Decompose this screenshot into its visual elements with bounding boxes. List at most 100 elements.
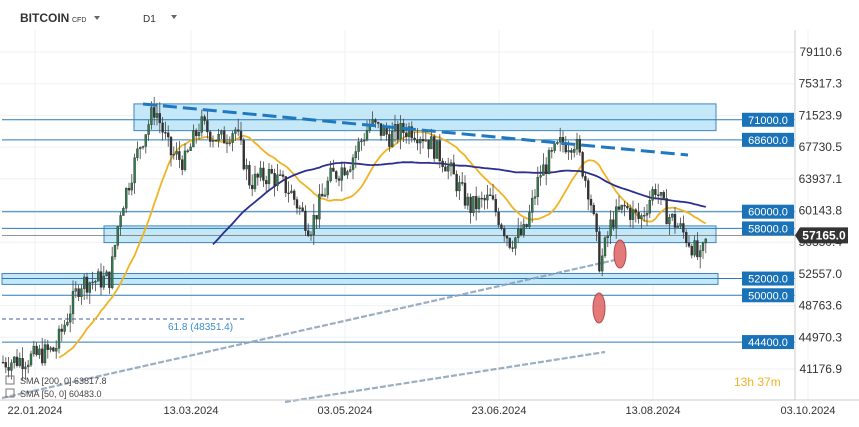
candle-body	[452, 162, 455, 175]
price-zone[interactable]	[103, 225, 717, 244]
candle-body	[231, 133, 234, 143]
candle-body	[505, 235, 509, 239]
retest-marker[interactable]	[613, 239, 627, 269]
candle-body	[203, 116, 206, 121]
trend-channel	[1, 258, 616, 404]
downtrend-line	[142, 102, 689, 157]
candle-body	[349, 169, 352, 172]
candle-body	[575, 138, 579, 150]
symbol-name[interactable]: BITCOIN	[20, 11, 69, 25]
candle-body	[18, 358, 21, 366]
sma200-line[interactable]	[212, 161, 706, 246]
candle-body	[180, 159, 184, 170]
level-label-bg	[742, 271, 794, 286]
candle-body	[55, 348, 58, 352]
candle-body	[693, 240, 696, 256]
candle-body	[570, 150, 573, 153]
candle-body	[346, 171, 349, 176]
candle-body	[211, 140, 215, 142]
level-label-bg	[742, 112, 794, 127]
candle-body	[682, 223, 685, 233]
candle-body	[419, 139, 422, 144]
candle-body	[461, 182, 464, 184]
candle-body	[43, 344, 47, 364]
candle-body	[113, 245, 117, 257]
candle-body	[662, 192, 665, 199]
candle-body	[374, 119, 377, 123]
candle-body	[41, 348, 44, 364]
candle-body	[304, 210, 307, 231]
level-label: 71000.0	[748, 115, 788, 127]
candle-body	[287, 192, 290, 195]
candle-body	[357, 141, 360, 152]
candle-body	[567, 150, 570, 153]
timeframe-dropdown-icon[interactable]	[171, 15, 177, 19]
candle-body	[279, 174, 282, 176]
candle-body	[410, 126, 413, 139]
symbol-dropdown-icon[interactable]	[94, 16, 100, 20]
candle-body	[657, 194, 660, 196]
candle-body	[449, 162, 453, 167]
candle-body	[466, 196, 469, 206]
candle-body	[589, 199, 593, 206]
candle-body	[225, 142, 229, 145]
candle-body	[158, 113, 162, 124]
candle-body	[102, 275, 106, 288]
candle-body	[469, 196, 472, 213]
price-zone[interactable]	[133, 103, 717, 132]
candle-body	[592, 205, 595, 215]
level-label: 44400.0	[748, 337, 788, 349]
timeframe-label[interactable]: D1	[143, 14, 156, 25]
candle-body	[144, 134, 148, 147]
candle-body	[309, 234, 313, 237]
candle-body	[270, 169, 273, 174]
candle-body	[21, 358, 24, 370]
low-marker[interactable]	[592, 292, 606, 324]
candle-body	[242, 139, 246, 170]
level-label-bg	[742, 288, 794, 303]
channel-lower-line[interactable]	[284, 350, 606, 404]
y-tick-label: 60143.8	[799, 203, 843, 217]
candle-body	[472, 196, 475, 213]
candle-body	[531, 198, 534, 213]
candle-body	[388, 134, 391, 147]
sma200-label: SMA [200, 0] 63817.8	[20, 376, 107, 386]
candle-body	[556, 141, 559, 144]
candle-body	[178, 151, 181, 160]
current-price-label: 57165.0	[802, 228, 846, 242]
candle-body	[133, 157, 136, 184]
candle-body	[519, 228, 523, 235]
moving-averages	[58, 130, 707, 359]
candle-body	[528, 212, 531, 227]
candle-body	[615, 206, 618, 228]
candle-body	[360, 140, 363, 143]
price-levels	[2, 119, 795, 343]
candle-body	[435, 140, 439, 159]
candle-body	[52, 347, 55, 352]
candle-body	[27, 364, 30, 368]
candle-body	[559, 137, 562, 143]
candle-body	[668, 217, 671, 225]
candle-body	[573, 148, 576, 153]
sma200-icon[interactable]	[5, 375, 15, 385]
candle-body	[578, 138, 581, 153]
candle-body	[108, 271, 111, 288]
downtrend-dashed-line[interactable]	[142, 102, 689, 157]
support-resistance-zones	[1, 103, 719, 285]
candle-body	[290, 190, 293, 194]
candle-body	[659, 192, 663, 196]
candle-body	[696, 240, 699, 258]
fib-label: 61.8 (48351.4)	[168, 322, 233, 333]
candle-body	[32, 345, 35, 355]
channel-upper-line[interactable]	[1, 258, 616, 400]
markers	[592, 239, 627, 324]
sma50-line[interactable]	[58, 130, 707, 359]
candle-body	[587, 180, 590, 200]
sma50-icon[interactable]	[5, 388, 15, 398]
candle-body	[673, 213, 677, 228]
candle-body	[214, 140, 218, 142]
candle-body	[276, 174, 279, 186]
candle-body	[391, 131, 394, 147]
candle-body	[329, 167, 332, 182]
